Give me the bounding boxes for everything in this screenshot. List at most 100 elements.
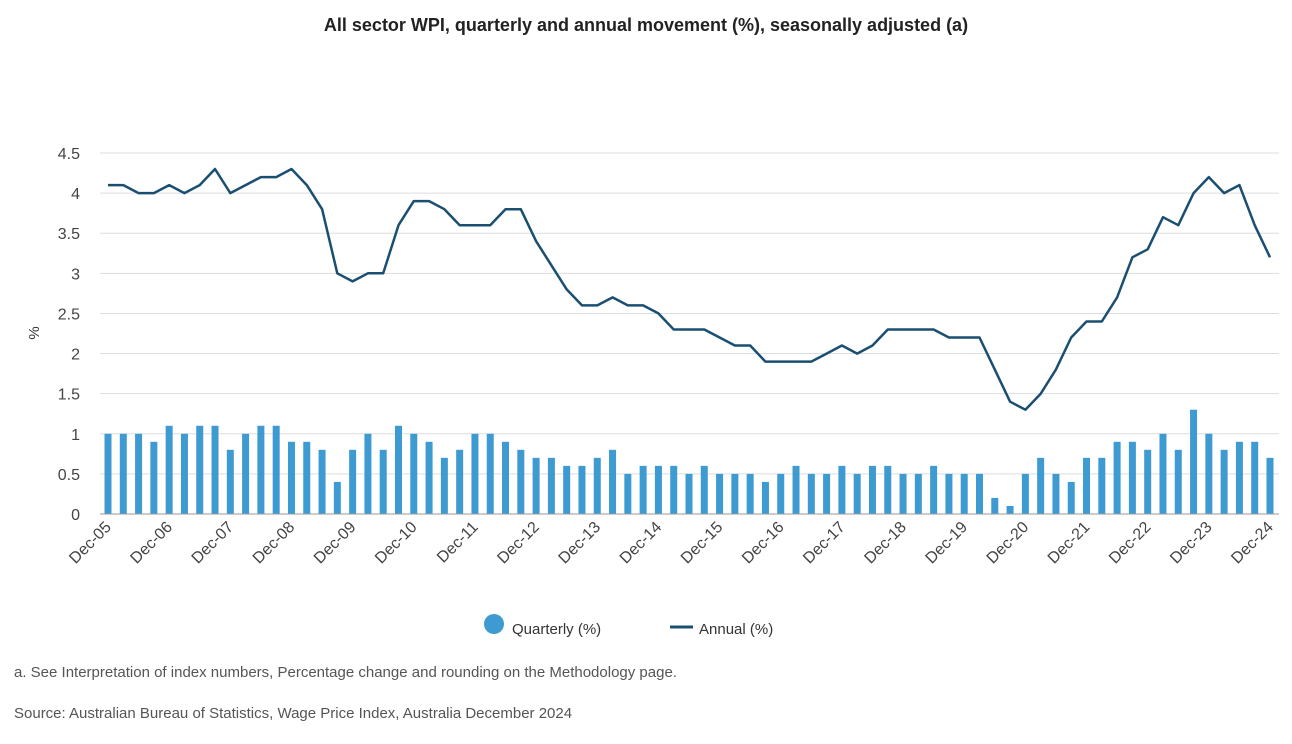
bar: [364, 433, 372, 514]
bar: [1083, 457, 1091, 514]
bar: [1159, 433, 1167, 514]
bar: [333, 481, 341, 514]
legend-item-quarterly[interactable]: Quarterly (%): [484, 614, 601, 638]
bar: [609, 449, 617, 514]
bar: [1220, 449, 1228, 514]
x-tick-label: Dec-14: [617, 519, 666, 568]
bar: [1144, 449, 1152, 514]
x-tick-label: Dec-16: [739, 519, 788, 568]
y-tick-label: 1: [71, 427, 80, 444]
chart-title: All sector WPI, quarterly and annual mov…: [323, 15, 969, 35]
bar: [777, 473, 785, 514]
bar: [1266, 457, 1274, 514]
x-tick-label: Dec-07: [189, 519, 238, 568]
bar: [1251, 441, 1259, 514]
x-tick-label: Dec-21: [1045, 519, 1094, 568]
y-tick-label: 4: [71, 186, 80, 203]
bar: [670, 465, 678, 514]
bar: [1067, 481, 1075, 514]
x-tick-label: Dec-12: [494, 519, 543, 568]
bar: [1098, 457, 1106, 514]
annual-line: [108, 167, 1272, 411]
y-tick-label: 2: [71, 347, 80, 364]
y-tick-label: 0.5: [58, 467, 80, 484]
bar: [700, 465, 708, 514]
bar: [823, 473, 831, 514]
bar: [930, 465, 938, 514]
quarterly-bars: [104, 409, 1274, 514]
y-axis-ticks: 0 0.5 1 1.5 2 2.5 3 3.5 4 4.5: [58, 146, 80, 524]
bar: [517, 449, 525, 514]
bar: [1128, 441, 1136, 514]
bar: [257, 425, 265, 514]
bar: [1037, 457, 1045, 514]
y-tick-label: 3: [71, 266, 80, 283]
y-tick-label: 1.5: [58, 387, 80, 404]
x-tick-label: Dec-08: [250, 519, 299, 568]
bar: [639, 465, 647, 514]
bar: [471, 433, 479, 514]
legend-item-annual[interactable]: Annual (%): [670, 621, 773, 638]
bar: [318, 449, 326, 514]
bar: [976, 473, 983, 514]
bar: [379, 449, 387, 514]
bar: [395, 425, 402, 514]
bar: [547, 457, 555, 514]
x-tick-label: Dec-18: [861, 519, 910, 568]
bar: [807, 473, 815, 514]
legend-label-quarterly: Quarterly (%): [512, 621, 601, 638]
bar: [456, 449, 464, 514]
bar: [853, 473, 861, 514]
bar: [226, 449, 234, 514]
bar: [624, 473, 632, 514]
bar: [440, 457, 448, 514]
bar: [685, 473, 693, 514]
bar: [303, 441, 311, 514]
x-tick-label: Dec-19: [923, 519, 972, 568]
bar: [868, 465, 876, 514]
source-note: Source: Australian Bureau of Statistics,…: [14, 705, 573, 722]
bar: [991, 497, 999, 514]
bar: [410, 433, 418, 514]
bar: [838, 465, 846, 514]
bar: [914, 473, 922, 514]
x-tick-label: Dec-13: [556, 519, 605, 568]
x-tick-label: Dec-09: [311, 519, 360, 568]
bar: [242, 433, 250, 514]
y-tick-label: 2.5: [58, 306, 80, 323]
x-tick-label: Dec-06: [127, 519, 176, 568]
bar: [945, 473, 953, 514]
bar: [761, 481, 769, 514]
bar: [884, 465, 892, 514]
bar: [1052, 473, 1060, 514]
x-tick-label: Dec-22: [1106, 519, 1155, 568]
bar: [746, 473, 754, 514]
bar: [1113, 441, 1121, 514]
bar: [1021, 473, 1029, 514]
bar: [349, 449, 357, 514]
bar: [211, 425, 219, 514]
bar: [1174, 449, 1182, 514]
bar: [960, 473, 968, 514]
bar: [104, 433, 112, 514]
bar: [135, 433, 143, 514]
y-tick-label: 3.5: [58, 226, 80, 243]
bar: [731, 473, 739, 514]
bar: [165, 425, 173, 514]
y-axis-title: %: [26, 326, 43, 339]
x-tick-label: Dec-11: [434, 519, 482, 567]
x-tick-label: Dec-15: [678, 519, 727, 568]
legend: Quarterly (%) Annual (%): [484, 614, 773, 638]
x-tick-label: Dec-23: [1167, 519, 1216, 568]
bar: [1006, 505, 1014, 514]
annual-series-line: [108, 167, 1272, 411]
bar: [593, 457, 601, 514]
x-axis-ticks: Dec-05 Dec-06 Dec-07 Dec-08 Dec-09 Dec-10 Dec-…: [66, 519, 1277, 568]
x-tick-label: Dec-20: [984, 519, 1033, 568]
bar: [486, 433, 494, 514]
footnote: a. See Interpretation of index numbers, …: [14, 664, 677, 681]
bar: [150, 441, 158, 514]
bar: [272, 425, 280, 514]
y-tick-label: 4.5: [58, 146, 80, 163]
